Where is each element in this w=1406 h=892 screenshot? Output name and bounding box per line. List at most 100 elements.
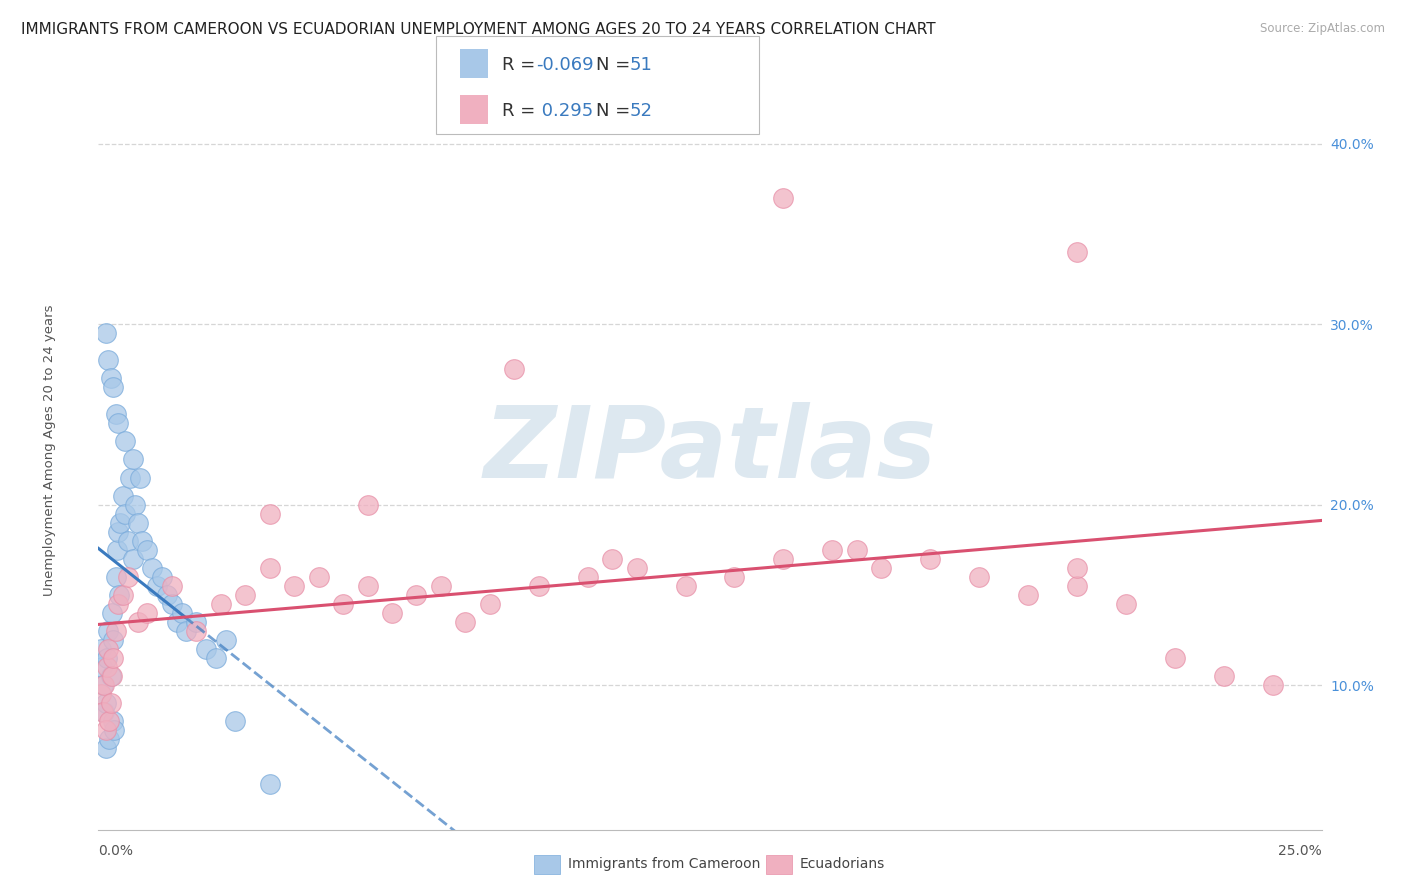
Point	[104, 570, 127, 584]
Point	[117, 570, 139, 584]
Point	[1212, 669, 1234, 683]
Point	[150, 570, 173, 584]
Point	[527, 579, 550, 593]
Point	[772, 551, 794, 566]
Point	[129, 470, 152, 484]
Point	[1066, 244, 1088, 259]
Point	[283, 579, 305, 593]
Point	[94, 741, 117, 756]
Point	[170, 606, 193, 620]
Point	[131, 533, 153, 548]
Point	[117, 533, 139, 548]
Point	[91, 705, 114, 719]
Point	[105, 542, 128, 557]
Point	[576, 570, 599, 584]
Point	[141, 561, 163, 575]
Point	[723, 570, 745, 584]
Point	[205, 651, 228, 665]
Point	[127, 615, 149, 629]
Point	[430, 579, 453, 593]
Point	[108, 588, 131, 602]
Point	[1066, 579, 1088, 593]
Point	[91, 678, 114, 692]
Point	[101, 669, 124, 683]
Point	[101, 633, 124, 648]
Point	[308, 570, 330, 584]
Point	[94, 723, 117, 738]
Point	[100, 696, 122, 710]
Point	[114, 507, 136, 521]
Point	[121, 551, 143, 566]
Point	[103, 723, 125, 738]
Point	[93, 705, 115, 719]
Point	[195, 642, 218, 657]
Text: N =: N =	[596, 103, 636, 120]
Point	[93, 678, 115, 692]
Point	[90, 687, 112, 701]
Point	[224, 714, 246, 729]
Point	[1066, 561, 1088, 575]
Point	[845, 542, 868, 557]
Point	[101, 714, 124, 729]
Point	[101, 606, 124, 620]
Point	[96, 660, 118, 674]
Text: Source: ZipAtlas.com: Source: ZipAtlas.com	[1260, 22, 1385, 36]
Text: 0.0%: 0.0%	[98, 844, 134, 858]
Text: Ecuadorians: Ecuadorians	[800, 857, 886, 871]
Point	[1261, 678, 1284, 692]
Point	[478, 597, 501, 611]
Text: N =: N =	[596, 56, 636, 74]
Point	[97, 353, 120, 368]
Text: 25.0%: 25.0%	[1278, 844, 1322, 858]
Point	[114, 434, 136, 449]
Point	[405, 588, 427, 602]
Point	[920, 551, 942, 566]
Point	[503, 362, 526, 376]
Point	[259, 777, 281, 791]
Point	[100, 371, 122, 385]
Point	[821, 542, 844, 557]
Point	[1164, 651, 1187, 665]
Text: IMMIGRANTS FROM CAMEROON VS ECUADORIAN UNEMPLOYMENT AMONG AGES 20 TO 24 YEARS CO: IMMIGRANTS FROM CAMEROON VS ECUADORIAN U…	[21, 22, 936, 37]
Point	[600, 551, 623, 566]
Point	[91, 660, 114, 674]
Point	[259, 561, 281, 575]
Point	[120, 470, 142, 484]
Point	[107, 524, 129, 539]
Point	[772, 191, 794, 205]
Point	[111, 489, 134, 503]
Text: R =: R =	[502, 56, 541, 74]
Point	[111, 588, 134, 602]
Point	[136, 542, 159, 557]
Point	[166, 615, 188, 629]
Text: 51: 51	[630, 56, 652, 74]
Point	[1017, 588, 1039, 602]
Point	[98, 714, 121, 729]
Point	[214, 633, 236, 648]
Point	[94, 696, 117, 710]
Point	[94, 326, 117, 340]
Point	[107, 597, 129, 611]
Point	[675, 579, 697, 593]
Text: R =: R =	[502, 103, 541, 120]
Point	[127, 516, 149, 530]
Point	[101, 380, 124, 394]
Text: Immigrants from Cameroon: Immigrants from Cameroon	[568, 857, 761, 871]
Point	[97, 642, 120, 657]
Point	[454, 615, 477, 629]
Point	[356, 498, 378, 512]
Text: 52: 52	[630, 103, 652, 120]
Point	[90, 642, 112, 657]
Point	[259, 507, 281, 521]
Point	[381, 606, 404, 620]
Point	[146, 579, 169, 593]
Point	[156, 588, 179, 602]
Point	[160, 597, 183, 611]
Point	[107, 417, 129, 431]
Point	[104, 408, 127, 422]
Point	[96, 651, 118, 665]
Point	[104, 624, 127, 638]
Point	[101, 651, 124, 665]
Point	[1115, 597, 1137, 611]
Point	[121, 452, 143, 467]
